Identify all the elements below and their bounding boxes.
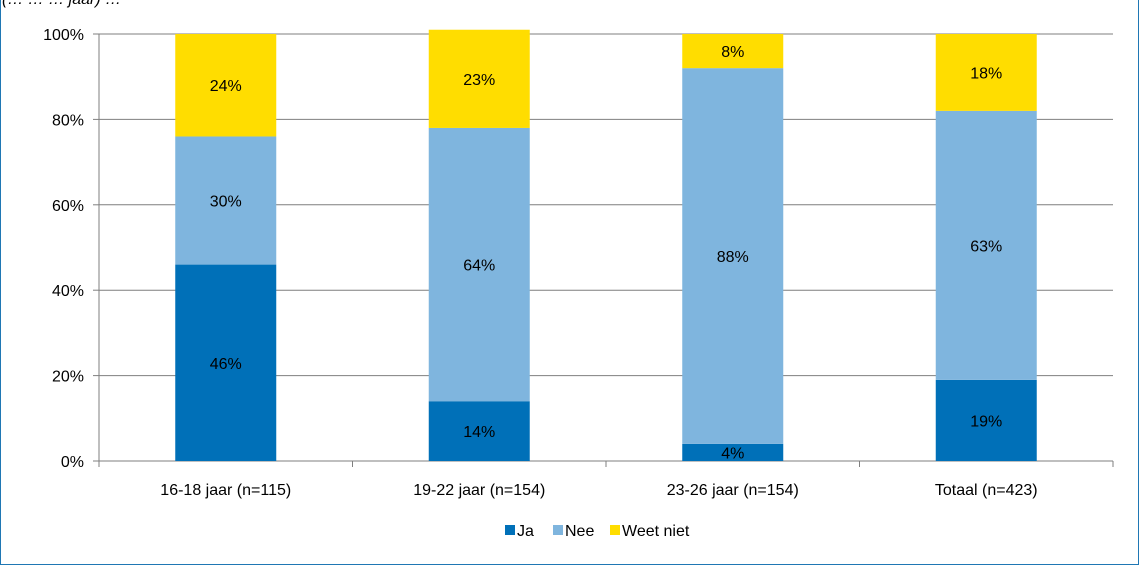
legend-label: Weet niet bbox=[622, 523, 690, 540]
bar-segment-weet-niet bbox=[428, 29, 530, 128]
bar-segment-ja bbox=[935, 379, 1037, 461]
legend-swatch bbox=[553, 525, 563, 535]
bar-segment-ja bbox=[428, 401, 530, 461]
legend-label: Nee bbox=[565, 523, 594, 540]
bar-segment-nee bbox=[682, 68, 784, 444]
legend-swatch bbox=[505, 525, 515, 535]
data-label: 18% bbox=[970, 65, 1002, 82]
bar-segment-nee bbox=[175, 136, 277, 265]
data-label: 63% bbox=[970, 238, 1002, 255]
legend-swatch bbox=[610, 525, 620, 535]
legend-label: Ja bbox=[517, 523, 534, 540]
x-category-label: 23-26 jaar (n=154) bbox=[667, 482, 799, 499]
x-category-label: Totaal (n=423) bbox=[935, 482, 1038, 499]
bar-segment-ja bbox=[682, 443, 784, 461]
bar-segment-ja bbox=[175, 264, 277, 461]
data-label: 30% bbox=[210, 194, 242, 211]
y-tick-label: 40% bbox=[52, 283, 84, 300]
data-label: 46% bbox=[210, 356, 242, 373]
x-category-label: 16-18 jaar (n=115) bbox=[160, 482, 291, 499]
bar-segment-weet-niet bbox=[935, 34, 1037, 111]
x-category-label: 19-22 jaar (n=154) bbox=[413, 482, 545, 499]
bar-segment-nee bbox=[935, 110, 1037, 380]
y-tick-label: 60% bbox=[52, 198, 84, 215]
y-tick-label: 20% bbox=[52, 369, 84, 386]
data-label: 4% bbox=[721, 445, 744, 462]
y-tick-label: 100% bbox=[43, 27, 84, 44]
chart-subtitle: (… … … jaar) … bbox=[2, 0, 121, 9]
data-label: 19% bbox=[970, 413, 1002, 430]
data-label: 88% bbox=[717, 249, 749, 266]
bar-segment-nee bbox=[428, 127, 530, 402]
y-tick-label: 0% bbox=[61, 454, 84, 471]
y-tick-label: 80% bbox=[52, 112, 84, 129]
bar-segment-weet-niet bbox=[175, 34, 277, 137]
data-label: 8% bbox=[721, 44, 744, 61]
data-label: 23% bbox=[463, 72, 495, 89]
bar-segment-weet-niet bbox=[682, 34, 784, 69]
data-label: 64% bbox=[463, 258, 495, 275]
data-label: 24% bbox=[210, 78, 242, 95]
data-label: 14% bbox=[463, 424, 495, 441]
